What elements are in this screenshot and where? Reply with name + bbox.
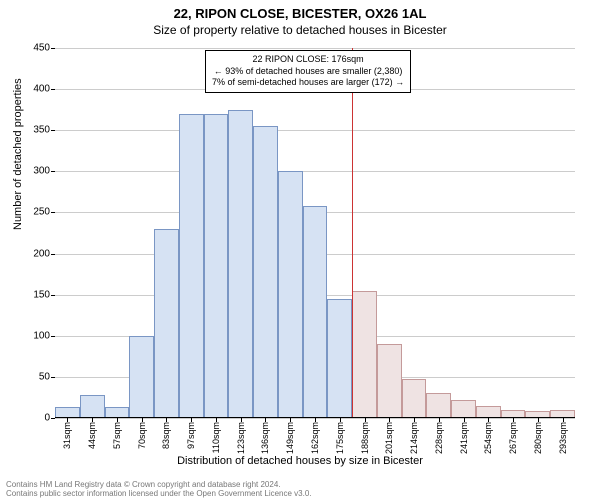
histogram-bar <box>278 171 303 418</box>
x-tick-mark <box>191 418 192 422</box>
histogram-bar <box>377 344 402 418</box>
x-tick-label: 123sqm <box>236 422 246 454</box>
annotation-line-2: ← 93% of detached houses are smaller (2,… <box>212 66 404 78</box>
y-tick-mark <box>51 212 55 213</box>
page-title: 22, RIPON CLOSE, BICESTER, OX26 1AL <box>0 0 600 21</box>
y-tick-mark <box>51 254 55 255</box>
histogram-bar <box>352 291 377 418</box>
footer-line-1: Contains HM Land Registry data © Crown c… <box>6 480 594 489</box>
x-tick-label: 293sqm <box>558 422 568 454</box>
x-axis-label: Distribution of detached houses by size … <box>0 455 600 467</box>
y-axis-label: Number of detached properties <box>12 78 24 230</box>
x-tick-mark <box>216 418 217 422</box>
x-tick-label: 188sqm <box>360 422 370 454</box>
y-tick-label: 300 <box>33 166 50 177</box>
histogram-bar <box>426 393 451 418</box>
y-tick-mark <box>51 336 55 337</box>
y-tick-label: 0 <box>44 413 50 424</box>
x-tick-mark <box>117 418 118 422</box>
y-tick-mark <box>51 171 55 172</box>
y-tick-mark <box>51 295 55 296</box>
x-tick-label: 44sqm <box>87 422 97 449</box>
y-tick-mark <box>51 377 55 378</box>
footer-line-2: Contains public sector information licen… <box>6 489 594 498</box>
gridline <box>55 171 575 172</box>
histogram-bar <box>80 395 105 418</box>
x-tick-label: 241sqm <box>459 422 469 454</box>
y-tick-label: 400 <box>33 84 50 95</box>
x-tick-mark <box>315 418 316 422</box>
histogram-bar <box>154 229 179 418</box>
histogram-bar <box>179 114 204 418</box>
histogram-bar <box>303 206 328 418</box>
x-tick-label: 201sqm <box>384 422 394 454</box>
y-tick-label: 200 <box>33 248 50 259</box>
annotation-line-3: 7% of semi-detached houses are larger (1… <box>212 77 404 89</box>
chart-plot-area: 05010015020025030035040045031sqm44sqm57s… <box>55 48 575 418</box>
x-tick-mark <box>439 418 440 422</box>
y-tick-mark <box>51 130 55 131</box>
x-tick-label: 97sqm <box>186 422 196 449</box>
annotation-box: 22 RIPON CLOSE: 176sqm← 93% of detached … <box>205 50 411 93</box>
y-tick-mark <box>51 418 55 419</box>
y-tick-mark <box>51 89 55 90</box>
histogram-bar <box>129 336 154 418</box>
y-tick-mark <box>51 48 55 49</box>
x-tick-mark <box>142 418 143 422</box>
x-axis-line <box>55 417 575 418</box>
x-tick-label: 31sqm <box>62 422 72 449</box>
histogram-bar <box>253 126 278 418</box>
x-tick-mark <box>92 418 93 422</box>
x-tick-label: 280sqm <box>533 422 543 454</box>
x-tick-mark <box>340 418 341 422</box>
x-tick-mark <box>290 418 291 422</box>
x-tick-label: 228sqm <box>434 422 444 454</box>
x-tick-mark <box>365 418 366 422</box>
x-tick-mark <box>488 418 489 422</box>
x-tick-mark <box>513 418 514 422</box>
y-tick-label: 150 <box>33 289 50 300</box>
footer-attribution: Contains HM Land Registry data © Crown c… <box>6 480 594 498</box>
y-tick-label: 50 <box>39 371 50 382</box>
x-tick-label: 254sqm <box>483 422 493 454</box>
y-tick-label: 100 <box>33 330 50 341</box>
histogram-bar <box>327 299 352 418</box>
x-tick-label: 162sqm <box>310 422 320 454</box>
x-tick-label: 175sqm <box>335 422 345 454</box>
histogram-bar <box>204 114 229 418</box>
x-tick-mark <box>166 418 167 422</box>
x-tick-mark <box>265 418 266 422</box>
y-tick-label: 250 <box>33 207 50 218</box>
reference-line <box>352 48 353 418</box>
x-tick-label: 110sqm <box>211 422 221 453</box>
page-subtitle: Size of property relative to detached ho… <box>0 21 600 37</box>
x-tick-label: 267sqm <box>508 422 518 454</box>
x-tick-mark <box>241 418 242 422</box>
x-tick-mark <box>538 418 539 422</box>
y-tick-label: 350 <box>33 125 50 136</box>
histogram-bar <box>402 379 427 418</box>
x-tick-label: 136sqm <box>260 422 270 454</box>
x-tick-label: 70sqm <box>137 422 147 449</box>
gridline <box>55 48 575 49</box>
x-tick-label: 57sqm <box>112 422 122 449</box>
x-tick-label: 149sqm <box>285 422 295 454</box>
gridline <box>55 130 575 131</box>
x-tick-mark <box>67 418 68 422</box>
histogram-bar <box>228 110 253 418</box>
x-tick-mark <box>464 418 465 422</box>
x-tick-mark <box>414 418 415 422</box>
x-tick-label: 214sqm <box>409 422 419 454</box>
x-tick-mark <box>389 418 390 422</box>
y-tick-label: 450 <box>33 43 50 54</box>
histogram-bar <box>451 400 476 418</box>
x-tick-label: 83sqm <box>161 422 171 449</box>
x-tick-mark <box>563 418 564 422</box>
annotation-line-1: 22 RIPON CLOSE: 176sqm <box>212 54 404 66</box>
